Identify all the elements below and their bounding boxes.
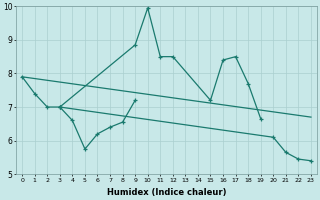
- X-axis label: Humidex (Indice chaleur): Humidex (Indice chaleur): [107, 188, 226, 197]
